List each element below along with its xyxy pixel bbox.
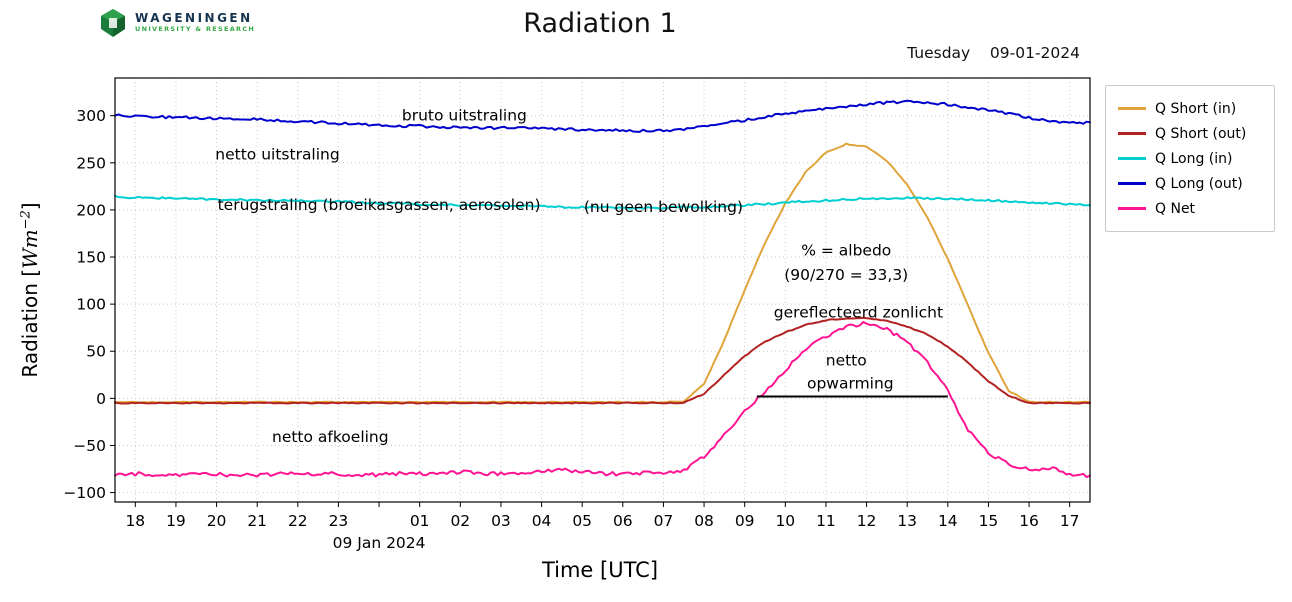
legend-swatch — [1118, 132, 1146, 135]
x-axis-date-label: 09 Jan 2024 — [333, 534, 426, 552]
x-tick-label: 10 — [775, 512, 795, 530]
series-q-net — [114, 321, 1091, 479]
x-tick-label: 14 — [938, 512, 958, 530]
plot-frame — [114, 77, 1091, 503]
legend-swatch — [1118, 207, 1146, 210]
legend-swatch — [1118, 157, 1146, 160]
y-tick-label: 50 — [86, 343, 106, 361]
x-tick-label: 23 — [329, 512, 349, 530]
x-tick-label: 15 — [979, 512, 999, 530]
legend-item-q-long-in: Q Long (in) — [1118, 146, 1262, 171]
legend-label: Q Long (out) — [1155, 175, 1243, 192]
page-title: Radiation 1 — [523, 8, 677, 39]
logo-title: WAGENINGEN — [135, 11, 253, 26]
annotation: opwarming — [807, 374, 894, 392]
x-tick-label: 02 — [450, 512, 470, 530]
series-q-long-in — [114, 194, 1091, 210]
annotation: gereflecteerd zonlicht — [774, 304, 943, 322]
annotation: bruto uitstraling — [402, 107, 527, 125]
x-tick-label: 17 — [1060, 512, 1080, 530]
wageningen-gem-icon — [101, 9, 125, 37]
x-tick-label: 16 — [1019, 512, 1039, 530]
x-tick-label: 04 — [532, 512, 552, 530]
y-tick-label: 200 — [76, 201, 106, 219]
date-label: Tuesday 09-01-2024 — [907, 44, 1080, 62]
legend-label: Q Long (in) — [1155, 150, 1233, 167]
y-tick-label: −100 — [63, 484, 106, 502]
legend-swatch — [1118, 107, 1146, 110]
y-tick-label: 100 — [76, 296, 106, 314]
x-tick-label: 05 — [572, 512, 592, 530]
series-q-short-in — [114, 142, 1091, 404]
y-tick-label: 300 — [76, 107, 106, 125]
annotation: netto uitstraling — [215, 145, 339, 163]
annotation: terugstraling (broeikasgassen, aerosolen… — [218, 196, 541, 214]
legend-item-q-short-in: Q Short (in) — [1118, 96, 1262, 121]
legend-item-q-long-out: Q Long (out) — [1118, 171, 1262, 196]
x-tick-label: 03 — [491, 512, 511, 530]
x-tick-label: 13 — [897, 512, 917, 530]
series-q-long-out — [114, 99, 1091, 133]
y-tick-label: 0 — [96, 390, 106, 408]
legend-swatch — [1118, 182, 1146, 185]
x-tick-label: 12 — [857, 512, 877, 530]
x-tick-label: 07 — [654, 512, 674, 530]
legend-label: Q Short (out) — [1155, 125, 1247, 142]
x-tick-label: 20 — [207, 512, 227, 530]
legend-label: Q Short (in) — [1155, 100, 1237, 117]
wageningen-logo: WAGENINGEN UNIVERSITY & RESEARCH — [98, 8, 255, 38]
x-tick-label: 18 — [125, 512, 145, 530]
x-tick-label: 22 — [288, 512, 308, 530]
logo-subtitle: UNIVERSITY & RESEARCH — [135, 25, 256, 34]
y-tick-label: 150 — [76, 249, 106, 267]
x-axis-label: Time [UTC] — [541, 558, 659, 582]
x-tick-label: 11 — [816, 512, 836, 530]
series-q-short-out — [114, 316, 1091, 405]
annotation: (nu geen bewolking) — [584, 198, 743, 216]
annotation: (90/270 = 33,3) — [784, 266, 908, 284]
x-tick-label: 01 — [410, 512, 430, 530]
radiation-chart: 18 19 20 21 22 23 01 02 03 04 05 06 07 08 09 10 11 12 13 14… — [63, 77, 1091, 552]
y-tick-label: 250 — [76, 154, 106, 172]
legend-item-q-short-out: Q Short (out) — [1118, 121, 1262, 146]
legend: Q Short (in) Q Short (out) Q Long (in) Q Lo… — [1105, 85, 1275, 232]
legend-item-q-net: Q Net — [1118, 196, 1262, 221]
x-tick-label: 21 — [247, 512, 267, 530]
x-tick-label: 06 — [613, 512, 633, 530]
legend-label: Q Net — [1155, 200, 1196, 217]
x-tick-label: 08 — [694, 512, 714, 530]
annotation: % = albedo — [801, 241, 891, 259]
x-tick-label: 19 — [166, 512, 186, 530]
annotation: netto afkoeling — [272, 428, 389, 446]
y-tick-label: −50 — [73, 437, 106, 455]
annotation: netto — [826, 352, 867, 370]
x-tick-label: 09 — [735, 512, 755, 530]
